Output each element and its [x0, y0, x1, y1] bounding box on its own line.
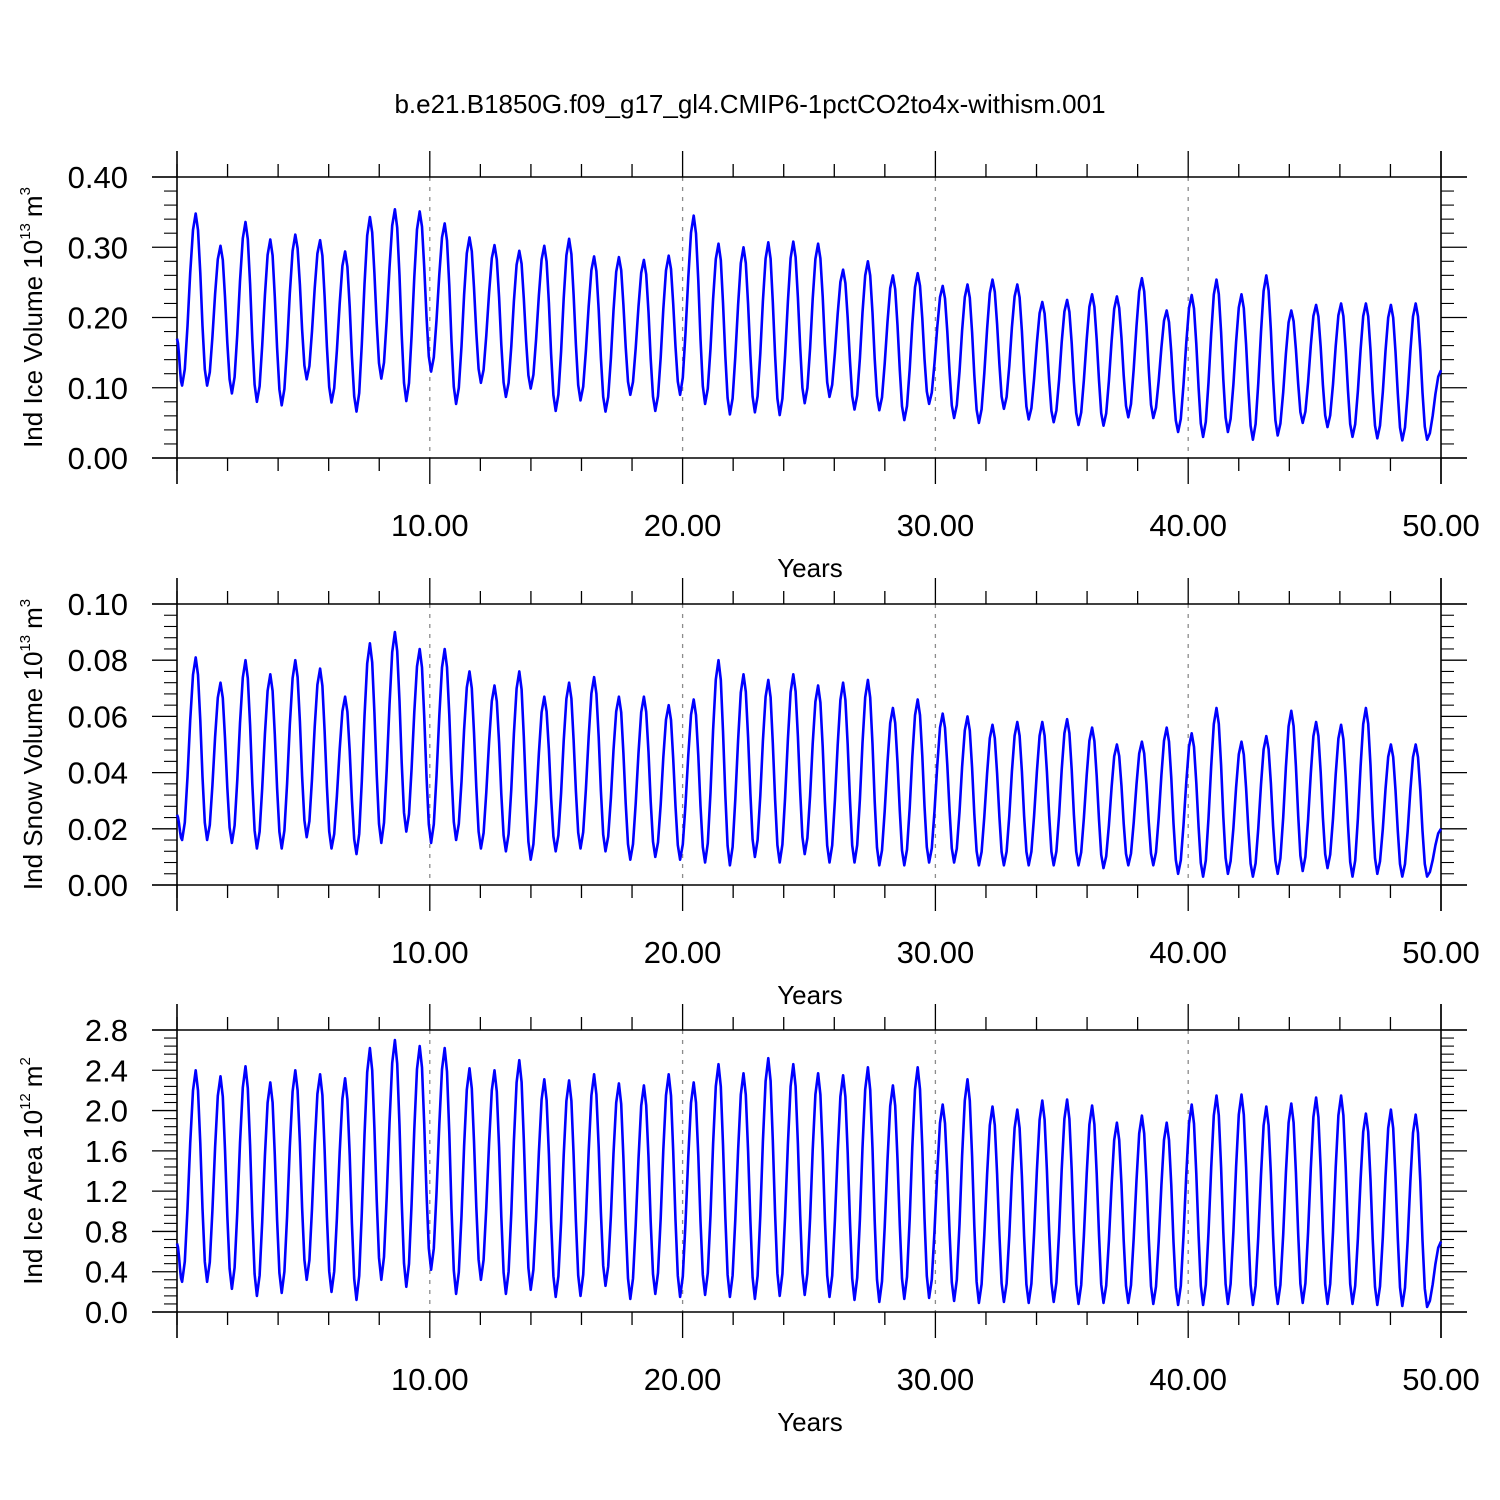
- y-tick-label: 0.0: [85, 1295, 128, 1330]
- x-axis-label: Years: [777, 553, 843, 583]
- y-tick-label: 0.00: [68, 868, 128, 903]
- y-tick-label: 2.4: [85, 1053, 128, 1088]
- y-tick-label: 0.30: [68, 230, 128, 265]
- x-tick-label: 20.00: [644, 935, 722, 970]
- x-axis-label: Years: [777, 1407, 843, 1437]
- x-axis-label: Years: [777, 980, 843, 1010]
- x-tick-label: 30.00: [897, 508, 975, 543]
- x-tick-label: 30.00: [897, 935, 975, 970]
- y-tick-label: 0.04: [68, 756, 128, 791]
- y-tick-label: 1.2: [85, 1174, 128, 1209]
- y-tick-label: 2.0: [85, 1094, 128, 1129]
- panel-2: 0.00 0.02 0.04 0.06 0.08 0.10 10.00 20.00 30.00 4…: [17, 578, 1480, 1010]
- figure-title: b.e21.B1850G.f09_g17_gl4.CMIP6-1pctCO2to…: [394, 89, 1105, 119]
- y-tick-label: 1.6: [85, 1134, 128, 1169]
- series-line: [175, 208, 1443, 442]
- x-tick-label: 40.00: [1149, 508, 1227, 543]
- y-tick-label: 0.10: [68, 371, 128, 406]
- y-tick-label: 0.08: [68, 643, 128, 678]
- series-line: [175, 1038, 1443, 1309]
- y-axis-label: Ind Snow Volume 1013m3: [17, 599, 48, 890]
- y-axis-label: Ind Ice Volume 1013m3: [17, 187, 48, 448]
- x-tick-label: 20.00: [644, 508, 722, 543]
- panel-3: 0.0 0.4 0.8 1.2 1.6 2.0 2.4 2.8 10.00 20.00 30.00 4…: [17, 1004, 1480, 1437]
- y-tick-label: 0.06: [68, 699, 128, 734]
- x-tick-label: 40.00: [1149, 1362, 1227, 1397]
- x-tick-label: 50.00: [1402, 508, 1480, 543]
- y-tick-label: 0.00: [68, 441, 128, 476]
- x-tick-label: 50.00: [1402, 1362, 1480, 1397]
- x-tick-label: 10.00: [391, 1362, 469, 1397]
- panel-1: 0.00 0.10 0.20 0.30 0.40 10.00 20.00 30.00 40.00…: [17, 151, 1480, 583]
- x-tick-label: 30.00: [897, 1362, 975, 1397]
- x-tick-label: 40.00: [1149, 935, 1227, 970]
- y-tick-label: 0.40: [68, 160, 128, 195]
- y-tick-label: 0.8: [85, 1214, 128, 1249]
- y-tick-label: 0.10: [68, 587, 128, 622]
- x-tick-label: 20.00: [644, 1362, 722, 1397]
- y-tick-label: 0.02: [68, 812, 128, 847]
- y-axis-label: Ind Ice Area 1012m2: [17, 1057, 48, 1285]
- x-tick-label: 10.00: [391, 935, 469, 970]
- x-tick-label: 50.00: [1402, 935, 1480, 970]
- y-tick-label: 2.8: [85, 1013, 128, 1048]
- series-line: [175, 630, 1443, 878]
- x-tick-label: 10.00: [391, 508, 469, 543]
- y-tick-label: 0.20: [68, 301, 128, 336]
- y-tick-label: 0.4: [85, 1255, 128, 1290]
